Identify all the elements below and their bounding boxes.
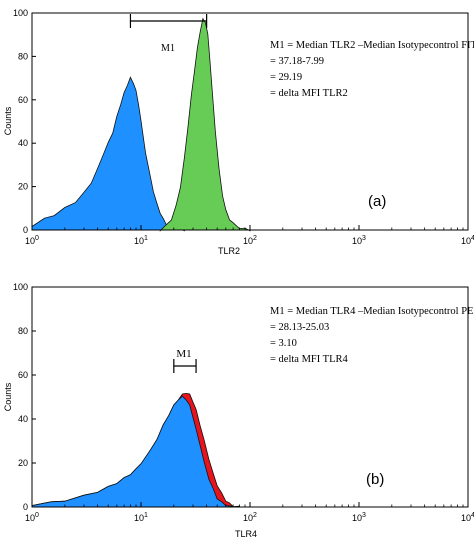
y-tick-label: 20 (18, 182, 28, 192)
y-axis-label: Counts (3, 106, 13, 135)
panel-label: (a) (368, 193, 386, 210)
y-tick-label: 80 (18, 51, 28, 61)
annotation-line-3: = 29.19 (270, 72, 302, 83)
x-axis-label: TLR4 (235, 529, 257, 539)
x-tick-label: 100 (25, 512, 39, 523)
y-tick-label: 60 (18, 370, 28, 380)
y-tick-label: 100 (13, 8, 28, 18)
y-axis-label: Counts (3, 382, 13, 411)
annotation-line-4: = delta MFI TLR4 (270, 354, 349, 365)
annotation-line-2: = 28.13-25.03 (270, 322, 329, 333)
histogram-series-2 (159, 17, 251, 232)
x-tick-label: 101 (134, 512, 148, 523)
histogram-series-2 (31, 395, 234, 508)
x-tick-label: 102 (243, 512, 257, 523)
y-tick-label: 20 (18, 458, 28, 468)
y-tick-label: 80 (18, 326, 28, 336)
y-tick-label: 0 (23, 502, 28, 512)
annotation-line-1: M1 = Median TLR2 –Median Isotypecontrol … (270, 40, 474, 51)
x-tick-label: 100 (25, 235, 39, 246)
y-tick-label: 100 (13, 282, 28, 292)
annotation-line-3: = 3.10 (270, 338, 297, 349)
x-tick-label: 102 (243, 235, 257, 246)
x-tick-label: 103 (352, 235, 366, 246)
annotation-line-2: = 37.18-7.99 (270, 56, 324, 67)
annotation-line-4: = delta MFI TLR2 (270, 88, 348, 99)
m1-marker-label: M1 (176, 348, 191, 360)
plot-frame (31, 286, 469, 508)
y-tick-label: 60 (18, 95, 28, 105)
histogram-series-1 (31, 76, 185, 232)
y-tick-label: 40 (18, 414, 28, 424)
x-tick-label: 101 (134, 235, 148, 246)
m1-marker (173, 359, 197, 373)
x-tick-label: 103 (352, 512, 366, 523)
panel-label: (b) (366, 471, 384, 488)
annotation-line-1: M1 = Median TLR4 –Median Isotypecontrol … (270, 306, 473, 317)
x-tick-label: 104 (461, 235, 474, 246)
x-tick-label: 104 (461, 512, 474, 523)
m1-marker-label: M1 (161, 43, 175, 54)
m1-marker (129, 14, 208, 28)
y-tick-label: 0 (23, 225, 28, 235)
y-tick-label: 40 (18, 138, 28, 148)
x-axis-label: TLR2 (218, 246, 240, 256)
